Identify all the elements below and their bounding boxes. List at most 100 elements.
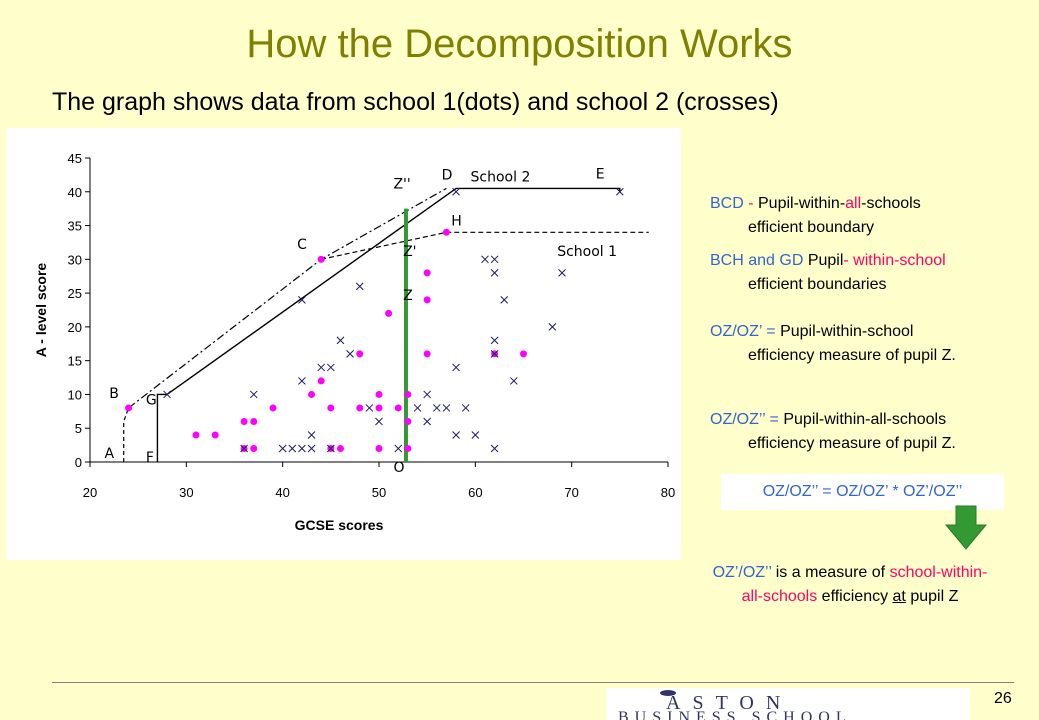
school2-cross — [240, 444, 248, 453]
chart-annotation: Z'' — [393, 176, 410, 192]
decomposition-chart: 20 30 40 50 60 70 80 0 5 10 15 20 25 30 35 40 45 GCSE sco… — [33, 151, 675, 533]
school1-dot — [375, 404, 383, 412]
school2-cross — [278, 444, 287, 453]
school2-cross — [365, 404, 374, 412]
school2-cross — [346, 350, 354, 358]
note-bch: BCH and GD Pupil- within-school efficien… — [710, 249, 946, 297]
formula-box: OZ/OZ’’ = OZ/OZ’ * OZ’/OZ’’ — [721, 474, 1004, 510]
down-arrow-icon — [944, 505, 988, 550]
chart-annotation: O — [393, 460, 404, 476]
school1-dot — [211, 431, 219, 439]
conclusion-text-5: at — [892, 588, 906, 605]
school1-dot — [327, 404, 335, 412]
x-axis-label: GCSE scores — [295, 517, 384, 533]
conclusion-text: OZ’/OZ’’ is a measure of school-within- … — [650, 561, 1039, 609]
conclusion-text-1: is a measure of — [771, 564, 890, 581]
school1-dot — [250, 444, 258, 452]
boundary-bcd — [128, 187, 447, 409]
school2-cross — [461, 404, 470, 412]
y-tick-label: 10 — [68, 387, 82, 402]
conclusion-text-4: efficiency — [817, 588, 893, 605]
school1-dot — [240, 417, 248, 425]
y-tick-label: 35 — [68, 219, 82, 234]
school2-cross — [510, 377, 518, 385]
school1-dot — [308, 390, 316, 398]
school1-dot — [520, 350, 527, 358]
school1-dot — [250, 417, 258, 425]
x-tick-label: 50 — [372, 485, 386, 500]
school2-cross — [432, 404, 441, 412]
note-ozoz2-term: OZ/OZ’’ — [710, 411, 766, 428]
x-tick-label: 70 — [564, 485, 578, 500]
school1-dot — [356, 350, 364, 358]
y-tick-label: 25 — [68, 286, 82, 301]
school1-dot — [404, 390, 412, 398]
chart-annotation: B — [109, 386, 119, 402]
school2-cross — [423, 390, 432, 399]
note-ozoz2-eq: = — [765, 411, 784, 428]
school2-cross — [326, 444, 335, 453]
logo-bottom: BUSINESS SCHOOL — [618, 709, 852, 720]
note-bcd-text-2: all — [845, 195, 862, 212]
note-bcd-sep: - — [743, 195, 758, 212]
chart-annotation: A — [104, 446, 114, 462]
note-ozoz2-line2: efficiency measure of pupil Z. — [748, 435, 956, 452]
note-ozoz2-text: Pupil-within-all-schools — [783, 411, 947, 428]
school1-dot — [394, 404, 402, 412]
conclusion-text-3: all-schools — [741, 588, 818, 605]
y-tick-label: 45 — [68, 151, 82, 166]
school2-cross — [413, 404, 422, 412]
conclusion-term: OZ’/OZ’’ — [712, 564, 772, 581]
note-bcd-term: BCD — [710, 195, 744, 212]
y-tick-label: 5 — [75, 421, 82, 436]
note-ozoz1-eq: = — [761, 323, 781, 340]
school2-cross — [336, 336, 345, 345]
school2-cross — [394, 444, 403, 453]
school2-cross — [442, 404, 451, 412]
school1-dot — [423, 296, 431, 304]
note-ozoz1-line2: efficiency measure of pupil Z. — [748, 347, 956, 364]
chart-annotation: School 1 — [557, 244, 617, 260]
note-ozoz1-term: OZ/OZ’ — [710, 323, 762, 340]
school2-cross — [298, 296, 306, 304]
logo-top: ASTON — [666, 692, 792, 714]
school2-cross — [490, 336, 499, 345]
page-number: 26 — [994, 690, 1012, 707]
school2-cross — [500, 296, 509, 304]
y-tick-label: 30 — [68, 252, 82, 267]
school2-cross — [307, 431, 316, 439]
school2-cross — [452, 187, 460, 196]
y-tick-label: 40 — [68, 185, 82, 200]
aston-logo: ASTON BUSINESS SCHOOL — [606, 688, 970, 720]
boundary-ab — [123, 407, 130, 462]
school2-cross — [558, 268, 566, 277]
chart-annotation: School 2 — [471, 170, 531, 186]
school2-cross — [307, 444, 316, 453]
y-tick-label: 0 — [75, 455, 82, 470]
school2-cross — [490, 444, 499, 453]
slide-title: How the Decomposition Works — [246, 22, 793, 66]
school2-cross — [249, 390, 258, 399]
school2-cross — [317, 363, 326, 372]
school1-dot — [375, 390, 383, 398]
school1-dot — [385, 309, 393, 317]
school2-cross — [452, 431, 460, 439]
chart-annotation: E — [596, 166, 605, 182]
slide-subtitle: The graph shows data from school 1(dots)… — [52, 88, 779, 116]
note-bch-line2: efficient boundaries — [748, 276, 887, 293]
footer-divider — [52, 682, 1014, 683]
school1-dot — [317, 377, 325, 385]
school2-cross — [298, 377, 306, 385]
school1-dot — [442, 228, 450, 236]
school2-cross — [288, 444, 297, 453]
x-tick-label: 40 — [275, 485, 289, 500]
school1-dot — [423, 350, 431, 358]
school1-dot — [375, 444, 383, 452]
school2-cross — [490, 350, 499, 358]
chart-annotation: C — [297, 237, 307, 253]
chart-annotation: D — [442, 168, 453, 184]
school1-dot — [336, 444, 344, 452]
school2-cross — [326, 363, 335, 372]
school1-dot — [423, 269, 431, 277]
school1-dot — [192, 431, 200, 439]
